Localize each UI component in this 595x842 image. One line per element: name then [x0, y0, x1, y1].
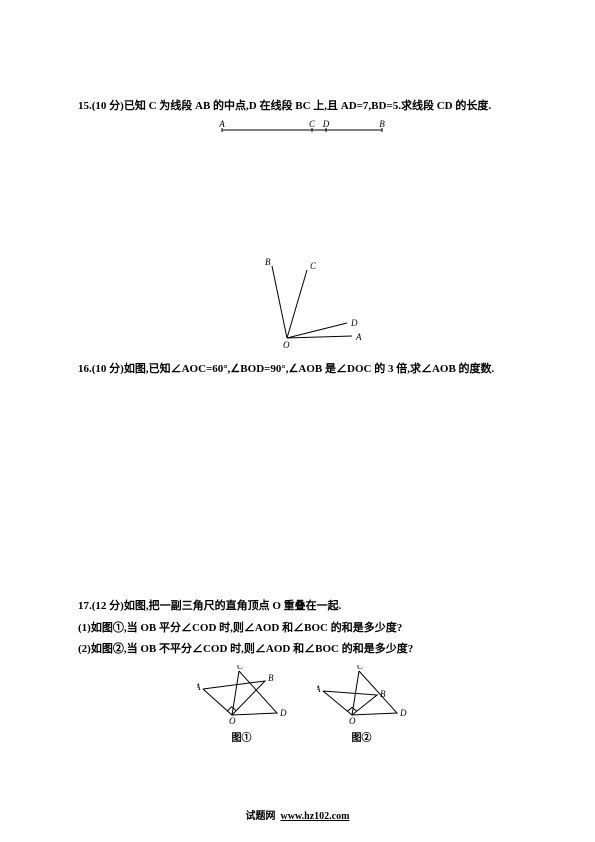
svg-text:A: A [355, 332, 362, 342]
page-footer: 试题网 www.hz102.com [0, 807, 595, 822]
svg-text:D: D [350, 318, 358, 328]
q17-line3: (2)如图②,当 OB 不平分∠COD 时,则∠AOD 和∠BOC 的和是多少度… [78, 641, 525, 659]
svg-text:C: C [357, 665, 364, 671]
svg-text:O: O [283, 340, 290, 348]
q17-caption-1: 图① [197, 729, 287, 744]
svg-text:D: D [321, 120, 329, 129]
q17-panel-2: O A B C D 图② [317, 665, 407, 744]
footer-link[interactable]: www.hz102.com [281, 811, 350, 822]
svg-text:D: D [399, 708, 407, 718]
q15-diagram: A CD B [212, 120, 392, 138]
svg-text:B: B [265, 258, 271, 267]
svg-text:B: B [268, 673, 274, 683]
svg-text:D: D [279, 708, 287, 718]
svg-text:B: B [380, 689, 386, 699]
q17-panel-1: O A B C D 图① [197, 665, 287, 744]
svg-text:C: C [310, 261, 317, 271]
footer-label: 试题网 [246, 811, 276, 822]
svg-text:A: A [197, 682, 201, 692]
q17-caption-2: 图② [317, 729, 407, 744]
q16-diagram: B C DA O [232, 258, 372, 351]
svg-text:A: A [218, 120, 225, 129]
svg-text:B: B [379, 120, 385, 129]
svg-text:A: A [317, 684, 321, 694]
q15-text: 15.(10 分)已知 C 为线段 AB 的中点,D 在线段 BC 上,且 AD… [78, 98, 525, 116]
svg-text:O: O [229, 716, 236, 725]
q17-diagrams: O A B C D 图① O A B C D 图② [78, 665, 525, 744]
q16-text: 16.(10 分)如图,已知∠AOC=60°,∠BOD=90°,∠AOB 是∠D… [78, 361, 525, 379]
q17-line2: (1)如图①,当 OB 平分∠COD 时,则∠AOD 和∠BOC 的和是多少度? [78, 620, 525, 638]
svg-text:C: C [237, 665, 244, 671]
q17-line1: 17.(12 分)如图,把一副三角尺的直角顶点 O 重叠在一起. [78, 598, 525, 616]
svg-text:C: C [308, 120, 315, 129]
svg-text:O: O [349, 716, 356, 725]
